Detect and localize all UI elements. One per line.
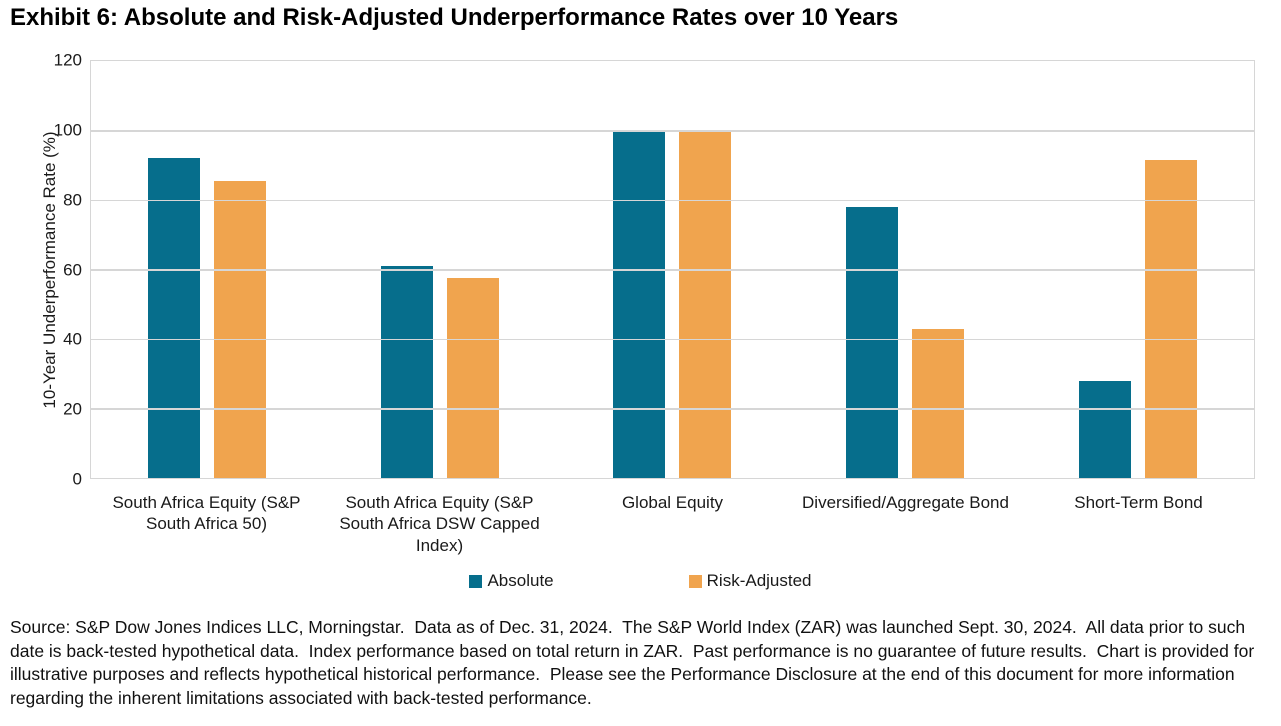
- x-axis-label-3: Diversified/Aggregate Bond: [802, 493, 1009, 512]
- legend-item-risk-adjusted: Risk-Adjusted: [688, 571, 812, 591]
- y-tick-label-20: 20: [63, 399, 82, 419]
- y-axis-ticks: 0 20 40 60 80 100 120: [0, 52, 82, 488]
- bar-groups: [91, 61, 1254, 478]
- bar-absolute-3: [846, 206, 899, 478]
- x-axis-label-1: South Africa Equity (S&P South Africa DS…: [339, 493, 540, 555]
- bar-absolute-2: [613, 130, 666, 478]
- bar-group-2: [556, 61, 789, 478]
- legend-swatch-icon: [688, 574, 702, 588]
- bar-risk-adjusted-1: [446, 278, 499, 478]
- gridline-60: [91, 269, 1254, 271]
- legend-label: Absolute: [487, 571, 554, 590]
- bar-absolute-1: [380, 266, 433, 478]
- x-axis-label-2: Global Equity: [621, 493, 724, 512]
- gridline-40: [91, 338, 1254, 341]
- bar-group-3: [789, 61, 1022, 478]
- bar-risk-adjusted-0: [214, 180, 267, 478]
- y-tick-label-60: 60: [63, 260, 82, 279]
- bar-group-4: [1021, 61, 1254, 478]
- gridline-100: [91, 130, 1254, 132]
- bar-absolute-4: [1078, 380, 1131, 478]
- chart-title: Exhibit 6: Absolute and Risk-Adjusted Un…: [10, 4, 899, 31]
- bar-risk-adjusted-3: [912, 328, 965, 478]
- legend: Absolute Risk-Adjusted: [0, 571, 1281, 591]
- x-axis-label-4: Short-Term Bond: [1074, 493, 1203, 512]
- bar-risk-adjusted-2: [679, 130, 732, 478]
- y-tick-label-40: 40: [63, 329, 82, 349]
- x-axis-labels: South Africa Equity (S&P South Africa 50…: [90, 492, 1255, 556]
- y-tick-label-80: 80: [63, 190, 82, 210]
- bar-group-1: [324, 61, 557, 478]
- legend-swatch-icon: [469, 574, 483, 588]
- legend-item-absolute: Absolute: [469, 571, 554, 591]
- plot-area: [90, 60, 1255, 479]
- x-axis-label-0: South Africa Equity (S&P South Africa 50…: [112, 493, 301, 534]
- y-tick-label-0: 0: [72, 469, 82, 489]
- bar-absolute-0: [148, 158, 201, 478]
- source-disclosure-text: Source: S&P Dow Jones Indices LLC, Morni…: [10, 617, 1260, 708]
- y-tick-label-120: 120: [53, 50, 82, 70]
- bar-group-0: [91, 61, 324, 478]
- legend-label: Risk-Adjusted: [706, 571, 812, 590]
- bar-risk-adjusted-4: [1144, 160, 1197, 478]
- y-tick-label-100: 100: [53, 120, 82, 140]
- gridline-80: [91, 199, 1254, 202]
- gridline-20: [91, 408, 1254, 410]
